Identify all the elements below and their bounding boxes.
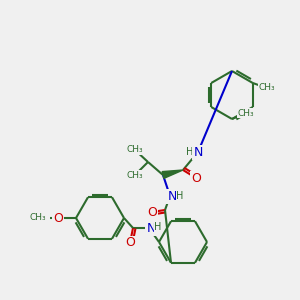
Text: N: N <box>167 190 177 202</box>
Polygon shape <box>162 170 183 178</box>
Text: O: O <box>191 172 201 184</box>
Text: CH₃: CH₃ <box>127 170 143 179</box>
Text: H: H <box>186 147 194 157</box>
Text: H: H <box>176 191 184 201</box>
Text: CH₃: CH₃ <box>29 214 46 223</box>
Text: H: H <box>154 222 162 232</box>
Text: O: O <box>125 236 135 250</box>
Text: CH₃: CH₃ <box>238 109 254 118</box>
Text: N: N <box>193 146 203 158</box>
Text: O: O <box>147 206 157 218</box>
Text: CH₃: CH₃ <box>127 146 143 154</box>
Text: CH₃: CH₃ <box>259 83 275 92</box>
Text: N: N <box>146 221 156 235</box>
Text: O: O <box>53 212 63 224</box>
